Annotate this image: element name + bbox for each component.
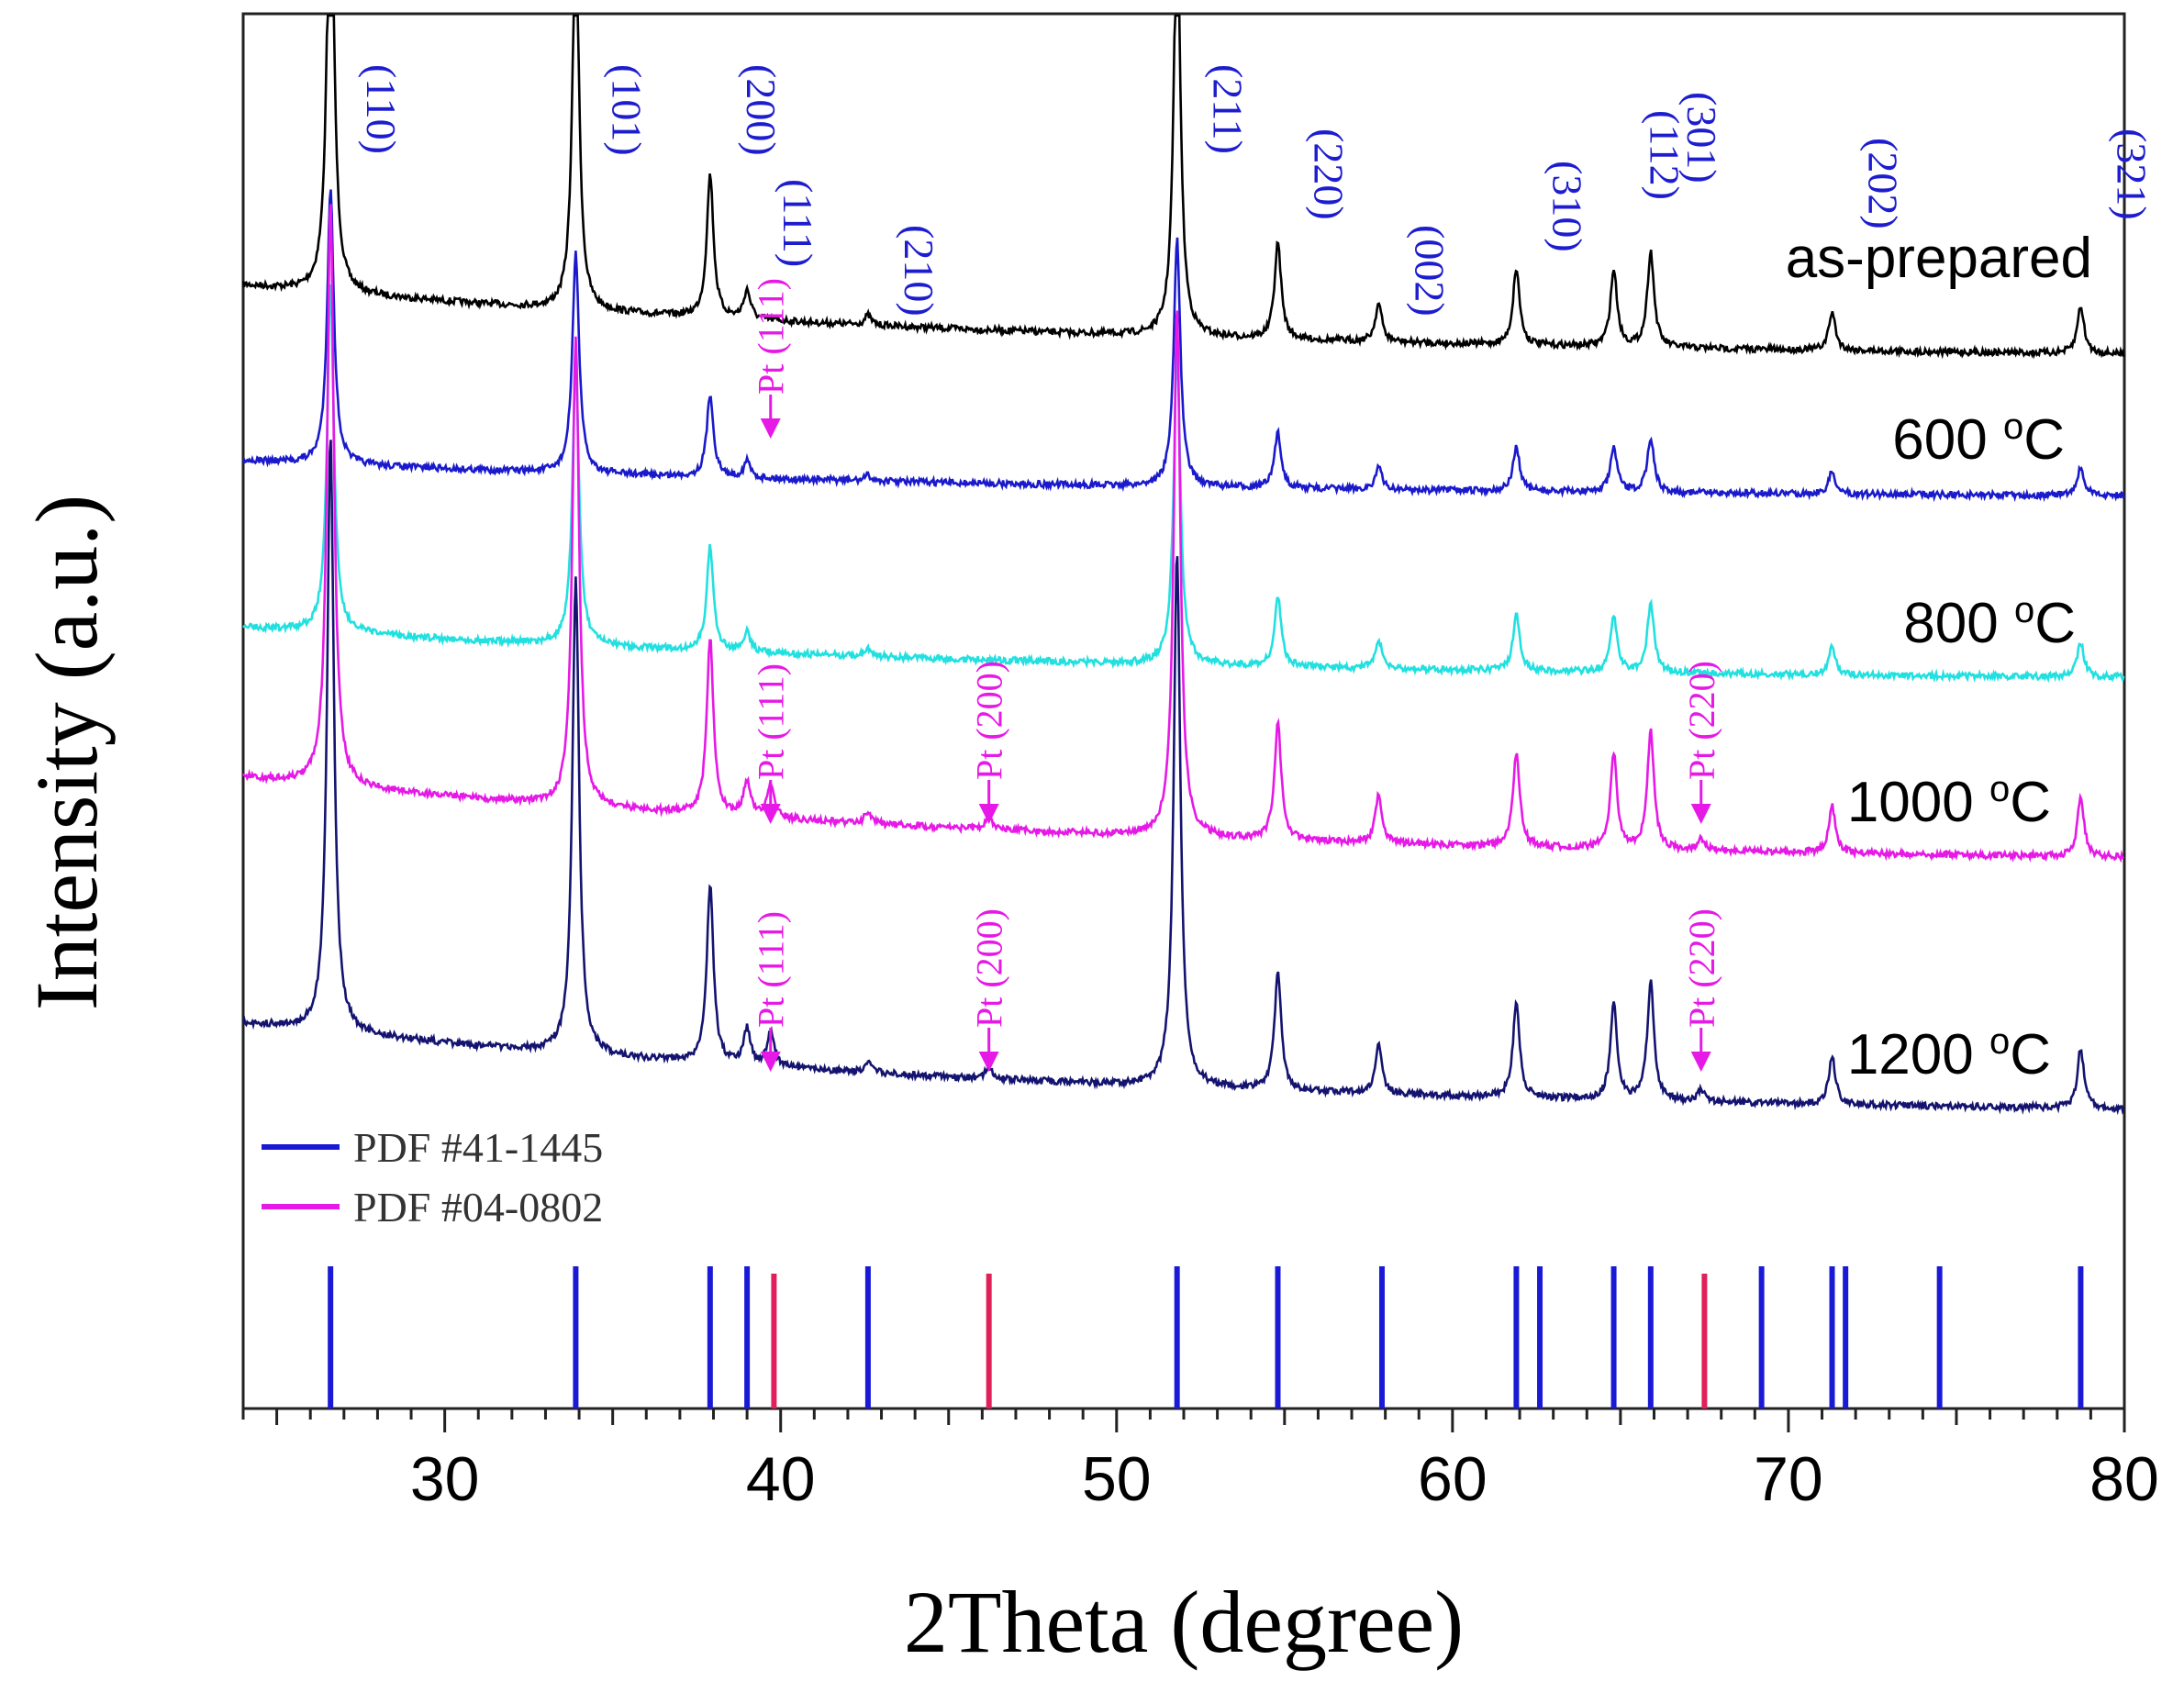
legend: PDF #41-1445 PDF #04-0802 [262,1124,603,1231]
x-tick-label-70: 70 [1754,1444,1823,1514]
hkl-label-5: (211) [1205,64,1252,154]
series-label-c600: 600 oC [1892,407,2065,472]
pt-arrow-head-3 [1690,804,1711,824]
series-label-as_prepared: as-prepared [1786,227,2092,290]
series-line-as_prepared [241,14,2125,360]
pt-arrow-head-4 [760,1052,781,1072]
pt-arrow-head-5 [978,1052,999,1072]
pt-arrow-head-1 [760,804,781,824]
x-axis: 30 40 50 60 70 80 [241,1409,2159,1514]
x-tick-label-80: 80 [2089,1444,2159,1514]
y-axis-title: Intensity (a.u.) [17,495,116,1011]
series-labels: as-prepared 600 oC 800 oC 1000 oC 1200 oC [1786,227,2092,1086]
hkl-label-4: (210) [896,225,942,317]
pt-label-2: Pt (200) [969,661,1010,780]
pt-arrow-head-2 [978,804,999,824]
pt-label-5: Pt (200) [969,908,1010,1028]
hkl-label-3: (111) [774,179,821,267]
pt-labels: Pt (111) Pt (111) Pt (200) Pt (220) Pt (111)… [751,278,1722,1072]
x-tick-label-40: 40 [746,1444,816,1514]
series-line-c1200 [241,440,2125,1116]
pt-label-6: Pt (220) [1681,908,1722,1028]
series-line-c800 [242,284,2125,684]
series-label-c800: 800 oC [1903,590,2076,655]
series-line-c1000 [241,204,2125,863]
pt-arrow-head-6 [1690,1052,1711,1072]
hkl-label-1: (101) [603,64,650,156]
pt-label-1: Pt (111) [751,663,792,780]
reference-lines [328,1266,2084,1409]
pt-label-0: Pt (111) [751,278,792,395]
legend-text-1: PDF #04-0802 [353,1184,603,1231]
pt-label-3: Pt (220) [1681,661,1722,780]
hkl-label-12: (321) [2108,128,2155,220]
pt-arrow-head-0 [760,418,781,439]
series-label-c1200: 1200 oC [1847,1021,2051,1086]
legend-text-0: PDF #41-1445 [353,1124,603,1171]
hkl-labels: (110) (101) (200) (111) (210) (211) (220) (002)… [358,64,2155,317]
x-axis-title: 2Theta (degree) [904,1573,1464,1671]
hkl-label-10: (301) [1678,92,1725,184]
hkl-label-11: (202) [1860,138,1907,229]
hkl-label-0: (110) [358,64,405,154]
hkl-label-2: (200) [738,64,785,156]
series-label-c1000: 1000 oC [1847,769,2051,834]
x-tick-label-30: 30 [410,1444,480,1514]
hkl-label-6: (220) [1306,128,1353,220]
hkl-label-7: (002) [1406,225,1453,317]
series-group [241,14,2125,1116]
x-tick-label-50: 50 [1082,1444,1152,1514]
hkl-label-8: (310) [1543,161,1590,252]
series-line-c600 [241,189,2125,503]
hkl-label-9: (112) [1642,110,1688,200]
x-tick-label-60: 60 [1418,1444,1488,1514]
pt-label-4: Pt (111) [751,911,792,1028]
